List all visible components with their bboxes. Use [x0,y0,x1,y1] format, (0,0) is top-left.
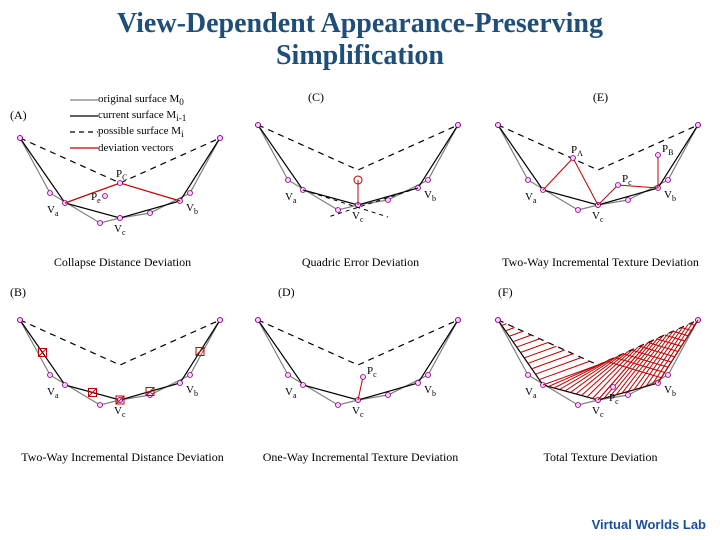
chart-C: Va Vb Vc [248,105,473,250]
svg-text:Vc: Vc [352,405,364,419]
svg-text:Va: Va [285,386,297,400]
svg-text:Vb: Vb [664,189,676,203]
panel-tag-B: (B) [10,285,235,300]
chart-E: Va Vb Vc PA Pc PB [488,105,713,250]
chart-A: Va Vb Vc PC Pe [10,95,235,250]
panel-B: (B) Va Vb Vc Two-Way Incremental Distance … [10,285,235,465]
svg-text:PA: PA [571,144,583,158]
panel-tag-C: (C) [308,90,473,105]
chart-D: Va Vb Vc Pc [248,300,473,445]
svg-text:Vb: Vb [186,202,198,216]
chart-F: VaVbVcPc [488,300,713,445]
svg-text:Pe: Pe [91,191,101,205]
svg-text:Va: Va [525,191,537,205]
caption-E: Two-Way Incremental Texture Deviation [488,255,713,270]
panel-A: Va Vb Vc PC Pe Collapse Distance Deviation [10,95,235,270]
panel-D: (D) Va Vb Vc Pc One-Way Incremental Texture… [248,285,473,465]
panel-tag-D: (D) [278,285,473,300]
caption-C: Quadric Error Deviation [248,255,473,270]
panel-C: (C) Va Vb Vc Quadric Error Deviation [248,90,473,270]
chart-B: Va Vb Vc [10,300,235,445]
svg-text:Va: Va [47,386,59,400]
svg-text:Vc: Vc [592,405,604,419]
svg-text:PB: PB [662,143,673,157]
svg-text:Vc: Vc [352,210,364,224]
svg-text:Pc: Pc [367,365,377,379]
slide-title: View-Dependent Appearance-Preserving Sim… [0,8,720,72]
svg-text:Vc: Vc [114,405,126,419]
svg-text:Pc: Pc [622,173,632,187]
panel-tag-E: (E) [488,90,713,105]
svg-text:Vb: Vb [186,384,198,398]
panel-E: (E) Va Vb Vc PA Pc PB Two-Way Incremental Tex… [488,90,713,270]
svg-text:Vb: Vb [424,189,436,203]
svg-text:Vc: Vc [114,223,126,237]
panel-F: (F) VaVbVcPc Total Texture Deviation [488,285,713,465]
caption-A: Collapse Distance Deviation [10,255,235,270]
footer-lab: Virtual Worlds Lab [592,517,706,532]
panel-tag-F: (F) [498,285,713,300]
svg-text:Va: Va [285,191,297,205]
svg-text:PC: PC [116,168,127,182]
caption-F: Total Texture Deviation [488,450,713,465]
svg-text:Vc: Vc [592,210,604,224]
svg-text:Va: Va [47,204,59,218]
svg-text:Vb: Vb [664,384,676,398]
svg-text:Vb: Vb [424,384,436,398]
svg-text:Va: Va [525,386,537,400]
caption-D: One-Way Incremental Texture Deviation [248,450,473,465]
caption-B: Two-Way Incremental Distance Deviation [10,450,235,465]
